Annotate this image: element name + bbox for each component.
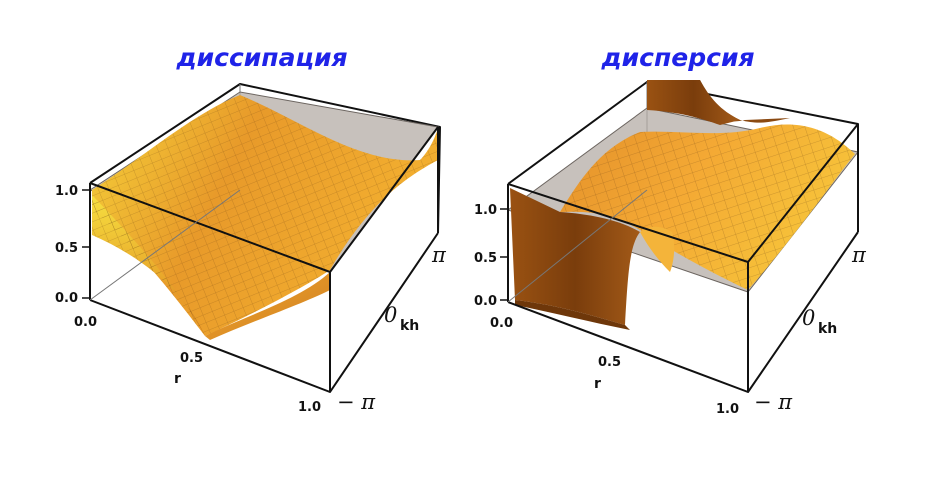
y-axis-label: kh bbox=[818, 321, 837, 337]
z-tick-label: 0.0 bbox=[55, 291, 78, 306]
x-tick-label: 0.0 bbox=[74, 315, 97, 330]
plot-dispersion: дисперсия 1.0 0.5 bbox=[474, 43, 867, 417]
z-tick-label: 1.0 bbox=[55, 184, 78, 199]
box-bottom-front bbox=[89, 232, 439, 393]
z-axis: 1.0 0.5 0.0 bbox=[474, 203, 508, 309]
chart-title: диссипация bbox=[175, 43, 347, 72]
z-tick-label: 1.0 bbox=[474, 203, 497, 218]
box-bottom-back bbox=[89, 189, 241, 301]
surface bbox=[510, 80, 855, 330]
x-axis: 0.0 0.5 1.0 r bbox=[490, 316, 739, 417]
z-axis: 1.0 0.5 0.0 bbox=[55, 184, 90, 306]
box-bottom-back bbox=[507, 189, 648, 303]
x-tick-label: 0.0 bbox=[490, 316, 513, 331]
y-tick-label: 0 bbox=[802, 306, 815, 330]
z-tick-label: 0.0 bbox=[474, 294, 497, 309]
chart-title: дисперсия bbox=[600, 43, 754, 72]
y-tick-label: − π bbox=[337, 390, 376, 414]
x-axis: 0.0 0.5 1.0 r bbox=[74, 315, 321, 415]
x-axis-label: r bbox=[594, 376, 601, 392]
x-tick-label: 0.5 bbox=[598, 355, 621, 370]
z-tick-label: 0.5 bbox=[55, 241, 78, 256]
y-tick-label: 0 bbox=[384, 303, 397, 327]
x-tick-label: 1.0 bbox=[716, 402, 739, 417]
surface bbox=[92, 95, 438, 340]
y-axis: − π 0 kh π bbox=[754, 243, 867, 414]
plot-dissipation: диссипация 1.0 0.5 0.0 bbox=[55, 43, 447, 415]
x-axis-label: r bbox=[174, 371, 181, 387]
y-axis-label: kh bbox=[400, 318, 419, 334]
y-axis: − π 0 kh π bbox=[337, 243, 447, 414]
y-tick-label: π bbox=[851, 243, 867, 267]
x-tick-label: 0.5 bbox=[180, 351, 203, 366]
box-bottom-front bbox=[507, 231, 859, 393]
x-tick-label: 1.0 bbox=[298, 400, 321, 415]
y-tick-label: π bbox=[431, 243, 447, 267]
z-tick-label: 0.5 bbox=[474, 251, 497, 266]
y-tick-label: − π bbox=[754, 390, 793, 414]
